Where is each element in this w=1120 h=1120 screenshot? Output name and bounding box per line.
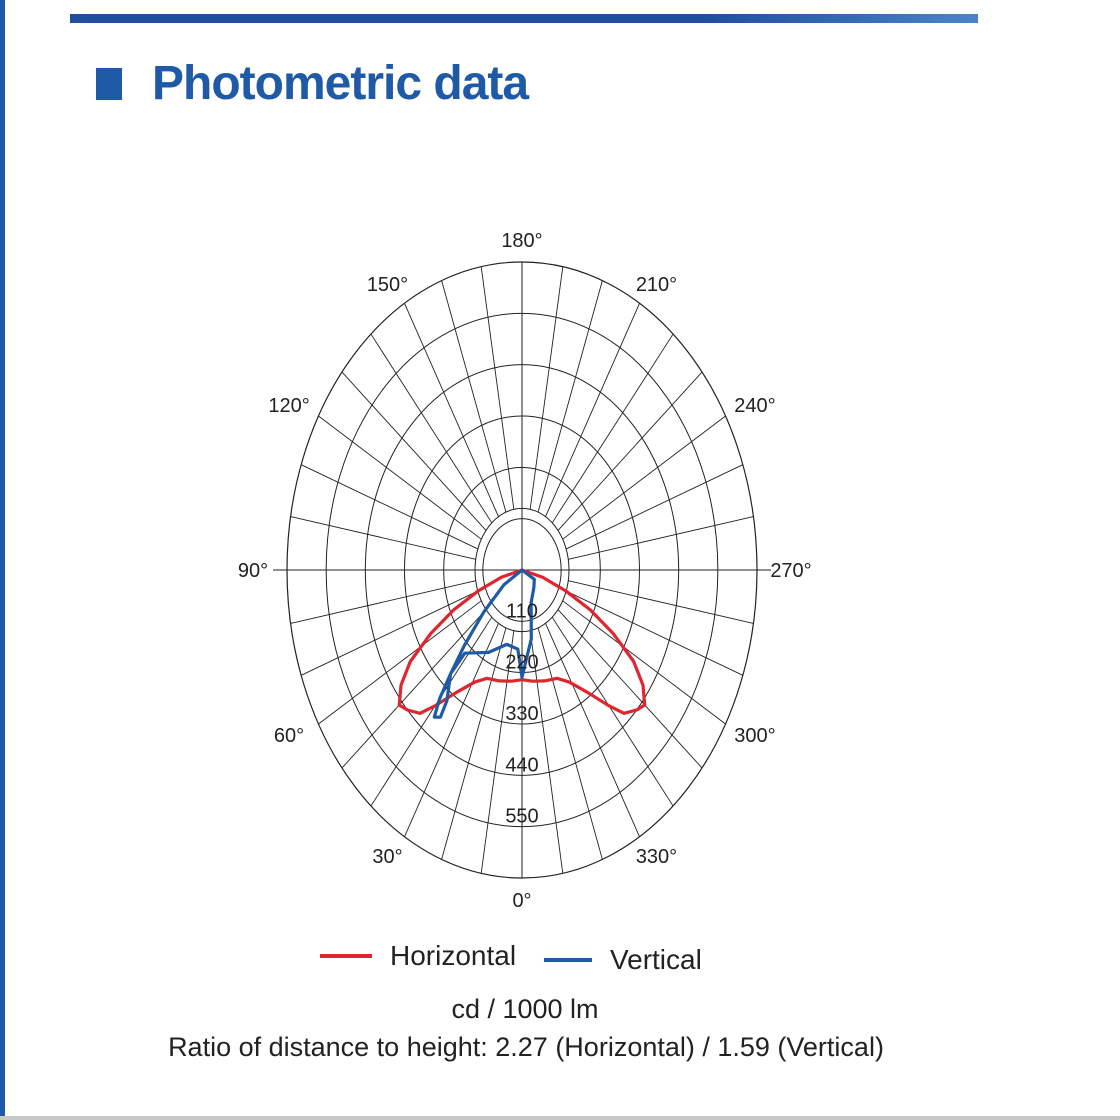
grid-spoke bbox=[565, 464, 744, 550]
page-title: Photometric data bbox=[152, 57, 529, 110]
grid-spoke bbox=[480, 266, 515, 510]
polar-grid bbox=[273, 261, 771, 879]
legend-label-horizontal: Horizontal bbox=[390, 940, 517, 971]
grid-spoke bbox=[568, 580, 754, 624]
grid-spoke bbox=[441, 280, 507, 513]
grid-spoke bbox=[529, 630, 564, 874]
footer-rule bbox=[0, 1116, 1120, 1120]
radial-tick-labels: 110 220 330 440 550 bbox=[505, 600, 538, 828]
radial-tick-label: 550 bbox=[505, 806, 538, 828]
angle-label: 180° bbox=[501, 230, 542, 252]
angle-label: 90° bbox=[238, 560, 268, 582]
grid-spoke bbox=[562, 415, 726, 540]
grid-spoke bbox=[557, 609, 703, 769]
grid-spoke bbox=[290, 516, 476, 560]
grid-spoke bbox=[404, 623, 499, 837]
grid-spoke bbox=[551, 333, 674, 524]
grid-spoke bbox=[300, 464, 479, 550]
legend: Horizontal Vertical bbox=[320, 936, 740, 976]
grid-spoke bbox=[562, 600, 726, 725]
grid-spoke bbox=[565, 590, 744, 676]
header-rule bbox=[70, 14, 978, 23]
chart-series bbox=[397, 568, 647, 719]
grid-spoke bbox=[537, 627, 603, 860]
grid-spoke bbox=[480, 630, 515, 874]
angle-label: 330° bbox=[636, 846, 677, 868]
grid-spoke bbox=[318, 415, 482, 540]
title-bullet-square bbox=[96, 68, 122, 100]
grid-spoke bbox=[300, 590, 479, 676]
angle-labels: 0° 30° 60° 90° 120° 150° 180° 210° 240° 270° 300° 3… bbox=[238, 230, 812, 912]
radial-tick-label: 220 bbox=[505, 652, 538, 674]
angle-label: 120° bbox=[268, 395, 309, 417]
grid-spoke bbox=[441, 627, 507, 860]
angle-label: 210° bbox=[636, 274, 677, 296]
grid-spoke bbox=[341, 371, 487, 531]
legend-swatch-horizontal bbox=[320, 954, 372, 958]
angle-label: 0° bbox=[512, 890, 531, 912]
grid-spoke bbox=[370, 616, 493, 807]
series-line-vertical bbox=[432, 568, 536, 719]
grid-spoke bbox=[545, 303, 640, 517]
radial-tick-label: 330 bbox=[505, 703, 538, 725]
radial-tick-label: 440 bbox=[505, 754, 538, 776]
grid-spoke bbox=[568, 516, 754, 560]
angle-label: 30° bbox=[372, 846, 402, 868]
grid-spoke bbox=[537, 280, 603, 513]
left-accent-bar bbox=[0, 0, 5, 1120]
legend-item-horizontal: Horizontal bbox=[320, 936, 516, 976]
radial-tick-label: 110 bbox=[506, 600, 538, 622]
grid-spoke bbox=[557, 371, 703, 531]
grid-spoke bbox=[404, 303, 499, 517]
angle-label: 270° bbox=[770, 560, 811, 582]
angle-label: 300° bbox=[734, 725, 775, 747]
unit-caption: cd / 1000 lm bbox=[451, 994, 599, 1024]
grid-spoke bbox=[370, 333, 493, 524]
ratio-caption: Ratio of distance to height: 2.27 (Horiz… bbox=[168, 1032, 884, 1062]
angle-label: 60° bbox=[274, 725, 304, 747]
legend-label-vertical: Vertical bbox=[610, 944, 702, 975]
legend-item-vertical: Vertical bbox=[544, 940, 702, 980]
grid-spoke bbox=[529, 266, 564, 510]
grid-spoke bbox=[318, 600, 482, 725]
legend-swatch-vertical bbox=[544, 958, 592, 962]
grid-spoke bbox=[341, 609, 487, 769]
angle-label: 240° bbox=[734, 395, 775, 417]
grid-spoke bbox=[551, 616, 674, 807]
grid-spoke bbox=[545, 623, 640, 837]
angle-label: 150° bbox=[367, 274, 408, 296]
grid-spoke bbox=[290, 580, 476, 624]
